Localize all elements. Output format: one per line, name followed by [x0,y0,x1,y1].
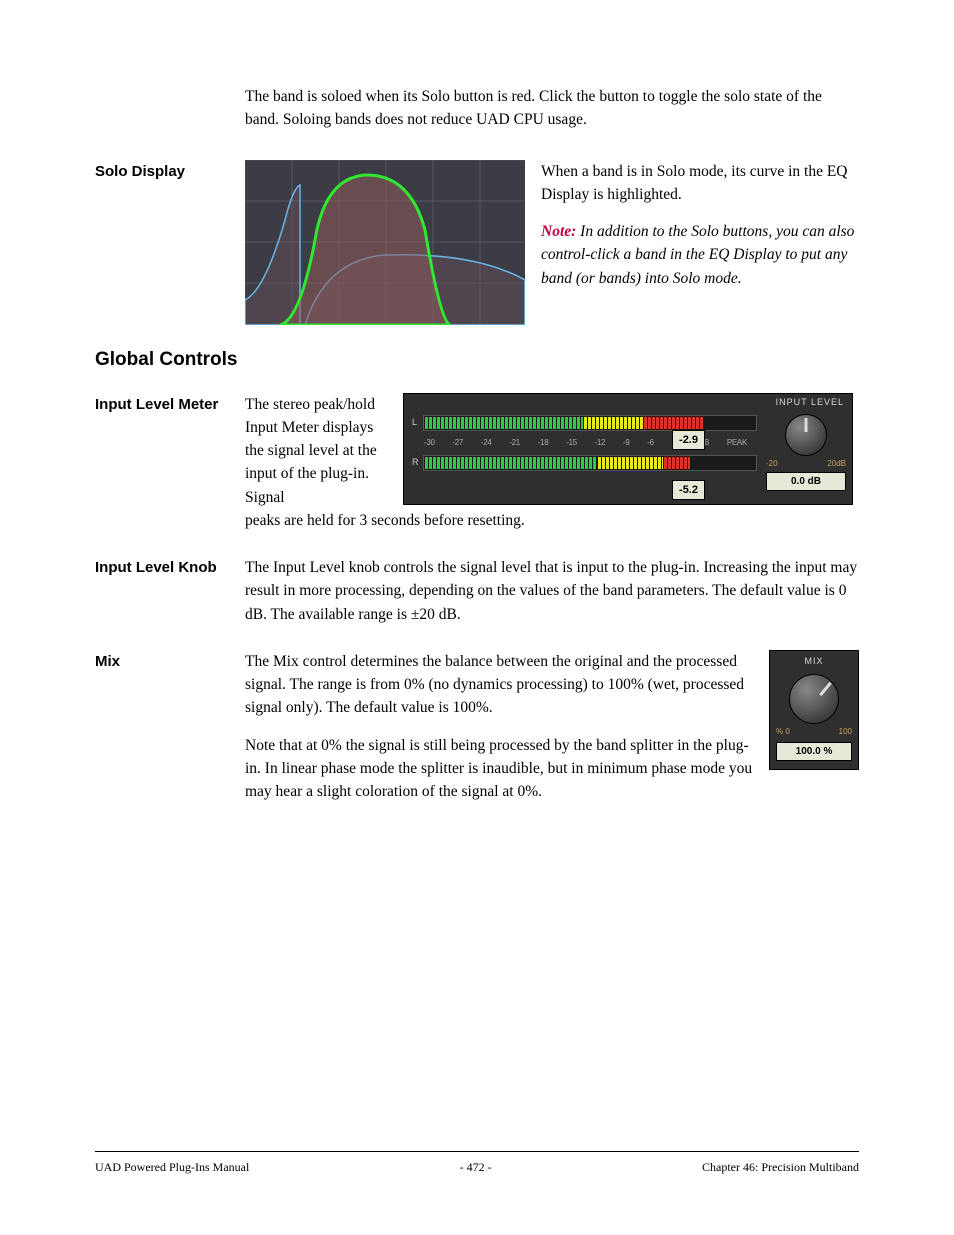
mix-label: Mix [95,650,245,804]
global-controls-heading: Global Controls [95,349,859,371]
footer-left: UAD Powered Plug-Ins Manual [95,1160,249,1175]
solo-display-text: When a band is in Solo mode, its curve i… [541,160,859,207]
note-text: In addition to the Solo buttons, you can… [541,223,854,287]
mix-knob-graphic [789,674,839,724]
meter-bar-l [423,415,757,431]
readout-r: -5.2 [672,480,705,501]
meter-title: INPUT LEVEL [776,396,844,410]
page-footer: UAD Powered Plug-Ins Manual - 472 - Chap… [95,1151,859,1175]
solo-display-label: Solo Display [95,160,245,325]
mix-row: Mix MIX % 0100 100.0 % The Mix control d… [95,650,859,804]
solo-display-row: Solo Display [95,160,859,325]
mix-knob-figure: MIX % 0100 100.0 % [769,650,859,770]
input-knob-value: 0.0 dB [766,472,846,491]
input-knob-row: Input Level Knob The Input Level knob co… [95,556,859,626]
input-meter-text-pre: The stereo peak/hold Input Meter display… [245,393,393,509]
solo-display-note: Note: In addition to the Solo buttons, y… [541,220,859,290]
footer-center: - 472 - [460,1160,492,1175]
footer-right: Chapter 46: Precision Multiband [702,1160,859,1175]
meter-bar-r [423,455,757,471]
input-knob-label: Input Level Knob [95,556,245,626]
channel-r-label: R [412,456,420,470]
input-knob-text: The Input Level knob controls the signal… [245,556,859,626]
note-label: Note: [541,223,576,240]
input-level-knob-graphic [785,414,827,456]
mix-text-2: Note that at 0% the signal is still bein… [245,734,859,804]
mix-value: 100.0 % [776,742,852,761]
input-meter-text-post: peaks are held for 3 seconds before rese… [245,509,859,532]
mix-title: MIX [770,655,858,669]
input-level-meter-figure: INPUT LEVEL L -2.9 -30-27-24- [403,393,853,505]
readout-l: -2.9 [672,430,705,451]
eq-display-figure [245,160,525,325]
input-meter-row: Input Level Meter The stereo peak/hold I… [95,393,859,533]
channel-l-label: L [412,416,420,430]
mix-text-1: The Mix control determines the balance b… [245,650,859,720]
input-meter-label: Input Level Meter [95,393,245,533]
intro-paragraph: The band is soloed when its Solo button … [245,85,859,132]
